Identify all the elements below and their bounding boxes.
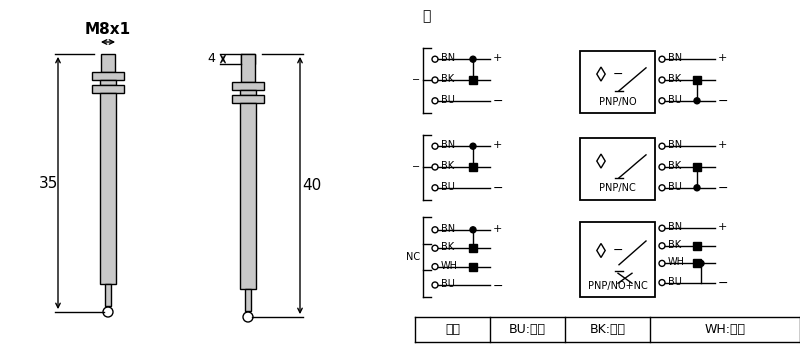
Text: BK: BK: [668, 74, 681, 84]
Text: WH: WH: [441, 260, 458, 271]
Text: BU: BU: [441, 279, 455, 289]
Circle shape: [470, 56, 476, 62]
Text: +: +: [718, 53, 727, 63]
Text: 35: 35: [38, 176, 58, 190]
Text: 宗色: 宗色: [445, 323, 460, 336]
Text: BK: BK: [441, 74, 454, 84]
Text: BK: BK: [441, 242, 454, 252]
Text: BN: BN: [668, 53, 682, 63]
Text: −: −: [718, 277, 729, 290]
Text: BN: BN: [441, 140, 455, 150]
Text: PNP/NC: PNP/NC: [599, 183, 636, 194]
Text: BK: BK: [441, 161, 454, 171]
Text: 线: 线: [422, 9, 430, 23]
Bar: [240, 90, 256, 95]
Text: −: −: [718, 95, 729, 108]
Circle shape: [694, 185, 700, 191]
Text: +: +: [493, 140, 502, 150]
Circle shape: [698, 260, 704, 266]
Text: BU: BU: [668, 95, 682, 105]
Text: +: +: [493, 53, 502, 63]
Bar: [232, 95, 264, 103]
Text: BK: BK: [668, 161, 681, 171]
Text: BU: BU: [441, 182, 455, 192]
Text: 4: 4: [207, 52, 215, 65]
Text: +: +: [718, 222, 727, 232]
Bar: [232, 82, 264, 90]
Text: BU: BU: [668, 182, 682, 192]
Text: WH: WH: [668, 257, 685, 268]
Bar: [100, 80, 116, 85]
Text: −: −: [493, 95, 503, 108]
Bar: [245, 289, 251, 311]
Text: BK: BK: [668, 240, 681, 250]
Bar: [580, 50, 655, 113]
Bar: [241, 54, 255, 82]
Bar: [241, 54, 255, 64]
Bar: [105, 284, 111, 306]
Bar: [92, 72, 124, 80]
Bar: [580, 222, 655, 297]
Text: BN: BN: [668, 222, 682, 232]
Text: PNP/NO+NC: PNP/NO+NC: [588, 281, 647, 291]
Text: BU:兰色: BU:兰色: [509, 323, 546, 336]
Text: M8x1: M8x1: [85, 23, 131, 38]
Text: −: −: [412, 75, 420, 85]
Text: +: +: [718, 140, 727, 150]
Bar: [469, 163, 477, 171]
Text: −: −: [493, 279, 503, 293]
Bar: [693, 242, 701, 250]
Text: NC: NC: [406, 252, 420, 262]
Bar: [580, 138, 655, 200]
Circle shape: [470, 227, 476, 233]
Text: +: +: [493, 224, 502, 234]
Text: PNP/NO: PNP/NO: [598, 96, 636, 107]
Bar: [100, 93, 116, 284]
Bar: [240, 103, 256, 289]
Text: BN: BN: [441, 224, 455, 234]
Text: BN: BN: [668, 140, 682, 150]
Text: −: −: [412, 162, 420, 172]
Text: −: −: [612, 68, 622, 81]
Bar: [693, 76, 701, 84]
Bar: [469, 76, 477, 84]
Bar: [693, 163, 701, 171]
Circle shape: [694, 98, 700, 104]
Text: 40: 40: [302, 178, 322, 193]
Text: −: −: [493, 182, 503, 195]
Text: WH:白色: WH:白色: [705, 323, 746, 336]
Text: BU: BU: [668, 277, 682, 287]
Text: −: −: [612, 244, 622, 257]
Bar: [92, 85, 124, 93]
Text: BK:黑色: BK:黑色: [590, 323, 626, 336]
Circle shape: [470, 143, 476, 149]
Bar: [693, 259, 701, 268]
Text: BN: BN: [441, 53, 455, 63]
Text: BU: BU: [441, 95, 455, 105]
Text: −: −: [718, 182, 729, 195]
Bar: [101, 54, 115, 72]
Bar: [469, 244, 477, 252]
Bar: [469, 263, 477, 271]
